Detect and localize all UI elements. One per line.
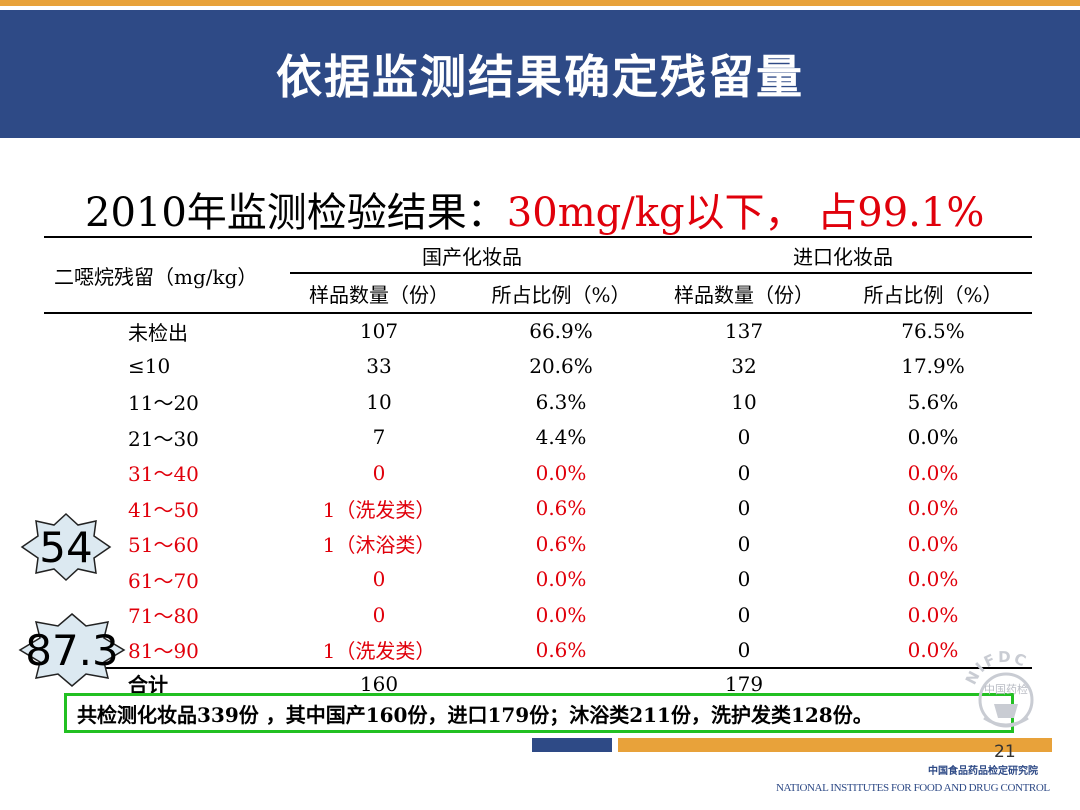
domestic-count-cell: 7 <box>372 425 386 450</box>
import-count-cell: 32 <box>731 354 757 379</box>
empty-cell <box>834 667 1032 698</box>
table-header-row-1: 二噁烷残留（mg/kg） 国产化妆品 进口化妆品 <box>44 236 1032 314</box>
import-count-cell: 0 <box>737 567 751 592</box>
domestic-ratio-cell: 0.0% <box>535 602 587 627</box>
total-import-cell: 179 <box>654 667 834 698</box>
range-cell: 61～70 <box>128 568 199 593</box>
domestic-ratio-cell: 0.6% <box>535 496 587 521</box>
domestic-count-cell: 1（洗发类） <box>322 639 436 664</box>
footer-bar-blue <box>532 738 612 752</box>
svg-text:NIFDC: NIFDC <box>962 648 1031 688</box>
range-cell: 11～20 <box>128 391 199 416</box>
import-ratio-cell: 0.0% <box>907 531 959 556</box>
domestic-count-cell: 0 <box>372 460 386 485</box>
import-ratio-cell: 0.0% <box>907 460 959 485</box>
table-row: 41～50 1（洗发类） 0.6% 0 0.0% <box>44 491 1032 527</box>
domestic-count-cell: 0 <box>372 567 386 592</box>
domestic-ratio-cell: 0.0% <box>535 567 587 592</box>
star-shape-icon <box>20 512 112 582</box>
domestic-ratio-cell: 20.6% <box>529 354 593 379</box>
domestic-count-cell: 1（沐浴类） <box>322 533 436 558</box>
total-domestic-cell: 160 <box>290 667 468 698</box>
table-header-row-2: 样品数量（份） 所占比例（%） 样品数量（份） 所占比例（%） <box>44 273 1032 314</box>
page-number: 21 <box>994 742 1016 762</box>
table-row: 21～30 7 4.4% 0 0.0% <box>44 420 1032 456</box>
import-ratio-cell: 0.0% <box>907 496 959 521</box>
import-ratio-cell: 0.0% <box>907 567 959 592</box>
title-banner <box>0 10 1080 138</box>
import-count-cell: 0 <box>737 602 751 627</box>
callout-star-54: 54 <box>20 512 112 582</box>
table-row: 81～90 1（洗发类） 0.6% 0 0.0% <box>44 633 1032 669</box>
star-shape-icon <box>18 613 126 687</box>
domestic-ratio-cell: 0.6% <box>535 531 587 556</box>
group-import: 进口化妆品 <box>654 236 1032 274</box>
institute-name-cn: 中国食品药品检定研究院 <box>928 766 1038 777</box>
import-count-cell: 0 <box>737 496 751 521</box>
col-import-ratio: 所占比例（%） <box>834 273 1032 314</box>
table-row: 61～70 0 0.0% 0 0.0% <box>44 562 1032 598</box>
import-ratio-cell: 0.0% <box>907 425 959 450</box>
group-domestic: 国产化妆品 <box>290 236 654 274</box>
domestic-ratio-cell: 66.9% <box>529 319 593 344</box>
import-ratio-cell: 0.0% <box>907 602 959 627</box>
range-cell: 71～80 <box>128 604 199 629</box>
results-table: 二噁烷残留（mg/kg） 国产化妆品 进口化妆品 样品数量（份） 所占比例（%）… <box>44 236 1032 698</box>
table-row: 51～60 1（沐浴类） 0.6% 0 0.0% <box>44 526 1032 562</box>
callout-star-87: 87.3 <box>18 612 126 688</box>
domestic-ratio-cell: 6.3% <box>535 389 587 414</box>
col-domestic-ratio: 所占比例（%） <box>468 273 654 314</box>
nifdc-logo-icon: NIFDC 中国药检 <box>962 648 1034 728</box>
callout-value: 87.3 <box>25 625 119 675</box>
domestic-count-cell: 33 <box>366 354 392 379</box>
institute-name-en: NATIONAL INSTITUTES FOR FOOD AND DRUG CO… <box>776 782 1050 794</box>
col-domestic-count: 样品数量（份） <box>290 273 468 314</box>
import-ratio-cell: 76.5% <box>901 319 965 344</box>
range-cell: 81～90 <box>128 639 199 664</box>
empty-cell <box>468 667 654 698</box>
subtitle: 2010年监测检验结果：30mg/kg以下， 占99.1% <box>85 180 984 238</box>
domestic-ratio-cell: 0.6% <box>535 637 587 662</box>
import-count-cell: 0 <box>737 531 751 556</box>
footer-bar-orange <box>618 738 1052 752</box>
range-cell: 未检出 <box>128 320 188 345</box>
logo-arc-text: NIFDC <box>962 648 1029 688</box>
top-accent-rule <box>0 0 1080 6</box>
callout-value: 54 <box>39 522 93 572</box>
import-ratio-cell: 17.9% <box>901 354 965 379</box>
import-count-cell: 0 <box>737 460 751 485</box>
import-count-cell: 0 <box>737 637 751 662</box>
range-cell: ≤10 <box>128 354 171 379</box>
domestic-count-cell: 107 <box>359 319 399 344</box>
row-header-cell: 二噁烷残留（mg/kg） <box>44 236 290 314</box>
import-count-cell: 0 <box>737 425 751 450</box>
domestic-ratio-cell: 4.4% <box>535 425 587 450</box>
domestic-count-cell: 10 <box>366 389 392 414</box>
import-count-cell: 10 <box>731 389 757 414</box>
import-count-cell: 137 <box>724 319 764 344</box>
table-body: 未检出 107 66.9% 137 76.5% ≤10 33 20.6% 32 17.9% 11～2… <box>44 313 1032 698</box>
col-import-count: 样品数量（份） <box>654 273 834 314</box>
subtitle-prefix: 2010年监测检验结果： <box>85 190 507 236</box>
range-cell: 21～30 <box>128 426 199 451</box>
domestic-count-cell: 1（洗发类） <box>322 497 436 522</box>
range-cell: 31～40 <box>128 462 199 487</box>
range-cell: 41～50 <box>128 497 199 522</box>
subtitle-highlight: 30mg/kg以下， 占99.1% <box>506 190 985 236</box>
domestic-count-cell: 0 <box>372 602 386 627</box>
import-ratio-cell: 5.6% <box>907 389 959 414</box>
logo-cn-text: 中国药检 <box>984 682 1028 696</box>
summary-box: 共检测化妆品339份 ，其中国产160份，进口179份；沐浴类211份，洗护发类… <box>64 693 1014 733</box>
range-cell: 51～60 <box>128 533 199 558</box>
table-row: 31～40 0 0.0% 0 0.0% <box>44 455 1032 491</box>
slide-title: 依据监测结果确定残留量 <box>276 50 804 104</box>
domestic-ratio-cell: 0.0% <box>535 460 587 485</box>
table-row: ≤10 33 20.6% 32 17.9% <box>44 349 1032 385</box>
table-row: 71～80 0 0.0% 0 0.0% <box>44 597 1032 633</box>
import-ratio-cell: 0.0% <box>907 637 959 662</box>
table-row: 未检出 107 66.9% 137 76.5% <box>44 313 1032 349</box>
table-row: 11～20 10 6.3% 10 5.6% <box>44 384 1032 420</box>
